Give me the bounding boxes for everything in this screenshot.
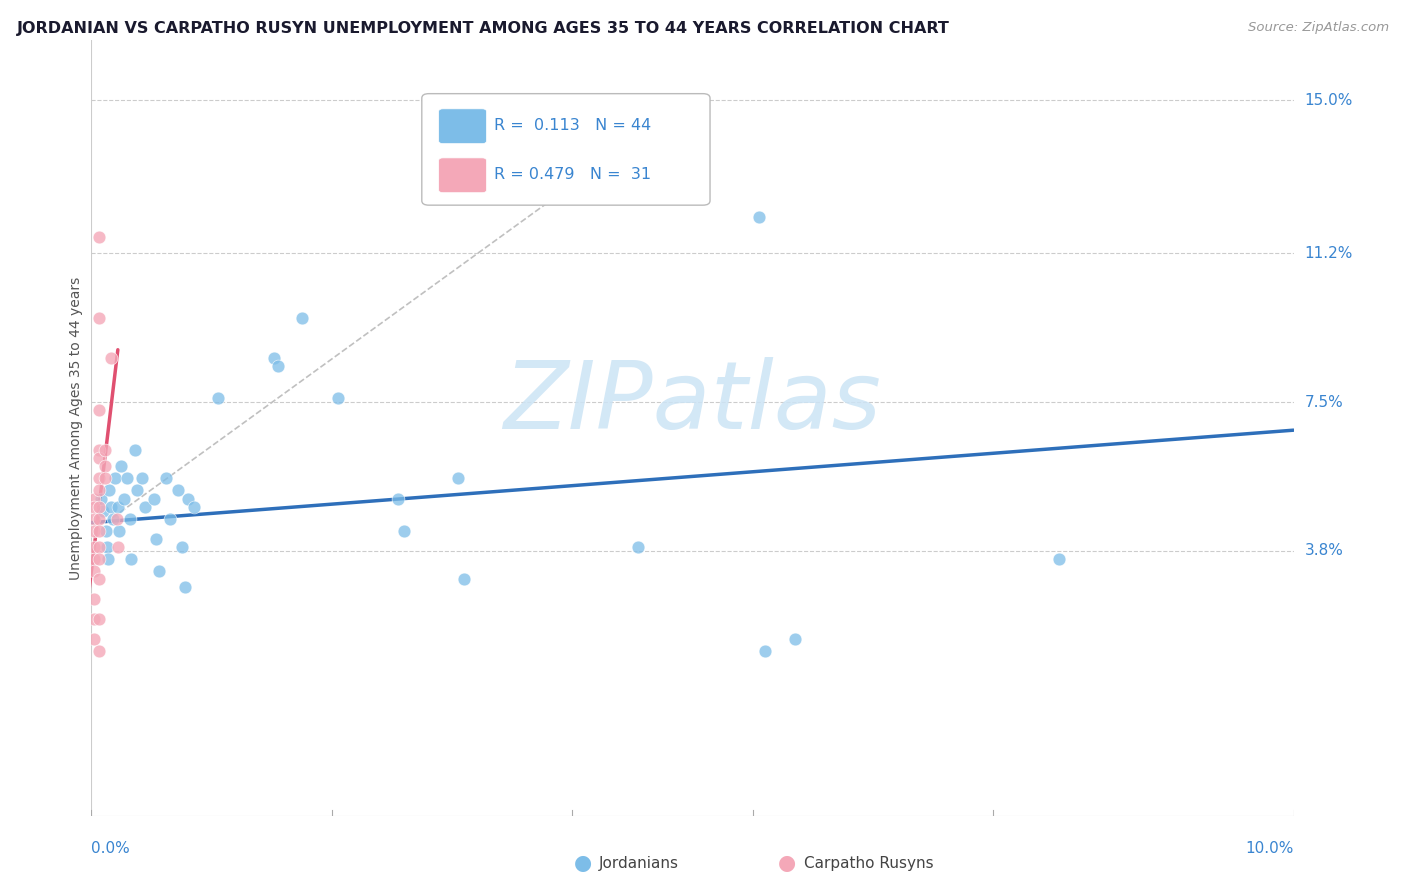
Point (167, 483, 190, 498)
Text: 15.0%: 15.0% (1305, 93, 1353, 108)
Point (87, 572, 110, 586)
Point (83, 552, 105, 566)
Point (120, 552, 142, 566)
Point (97, 552, 120, 566)
Point (87, 403, 110, 417)
Point (87, 612, 110, 626)
Point (87, 443, 110, 458)
Point (100, 500, 122, 514)
Point (392, 524, 415, 538)
Point (291, 310, 314, 325)
Point (87, 540, 110, 554)
Point (83, 500, 105, 514)
Text: ●: ● (575, 854, 592, 873)
Point (107, 540, 129, 554)
Text: 0.0%: 0.0% (91, 841, 131, 856)
Point (83, 564, 105, 578)
Point (87, 451, 110, 466)
Point (105, 511, 128, 525)
Text: 7.5%: 7.5% (1305, 394, 1343, 409)
Point (108, 524, 131, 538)
Point (263, 351, 285, 365)
Point (174, 580, 197, 594)
Point (83, 632, 105, 647)
Point (98, 483, 121, 498)
Point (124, 443, 146, 458)
Point (117, 471, 139, 485)
Point (1047, 552, 1070, 566)
Point (93, 503, 115, 517)
Point (87, 644, 110, 658)
Text: R =  0.113   N = 44: R = 0.113 N = 44 (494, 119, 651, 133)
Point (134, 500, 156, 514)
Point (87, 483, 110, 498)
Point (83, 524, 105, 538)
Point (100, 351, 122, 365)
Point (90, 491, 112, 506)
Text: 11.2%: 11.2% (1305, 246, 1353, 260)
Text: Jordanians: Jordanians (599, 856, 679, 871)
Point (267, 359, 290, 373)
Point (326, 391, 349, 405)
Point (87, 552, 110, 566)
Text: ZIPatlas: ZIPatlas (503, 357, 882, 448)
Point (447, 471, 470, 485)
Point (96, 540, 118, 554)
Point (207, 391, 229, 405)
Point (155, 471, 177, 485)
Point (87, 500, 110, 514)
Text: 3.8%: 3.8% (1305, 543, 1344, 558)
Point (118, 511, 141, 525)
Point (87, 471, 110, 485)
Point (104, 471, 127, 485)
Point (142, 491, 165, 506)
Text: R = 0.479   N =  31: R = 0.479 N = 31 (494, 168, 651, 182)
Point (387, 491, 409, 506)
Point (783, 632, 806, 647)
Point (131, 471, 153, 485)
Point (107, 500, 129, 514)
Point (87, 524, 110, 538)
Point (83, 540, 105, 554)
Point (125, 483, 148, 498)
Point (93, 471, 115, 485)
Point (87, 511, 110, 525)
Point (112, 491, 135, 506)
Text: 10.0%: 10.0% (1246, 841, 1294, 856)
Point (627, 540, 650, 554)
Point (145, 532, 167, 546)
Point (83, 511, 105, 525)
Text: Carpatho Rusyns: Carpatho Rusyns (804, 856, 934, 871)
Y-axis label: Unemployment Among Ages 35 to 44 years: Unemployment Among Ages 35 to 44 years (69, 277, 83, 580)
Point (453, 572, 475, 586)
Point (83, 592, 105, 607)
Point (83, 491, 105, 506)
Point (170, 540, 193, 554)
Point (101, 511, 124, 525)
Point (748, 210, 770, 224)
Point (159, 511, 181, 525)
Text: Source: ZipAtlas.com: Source: ZipAtlas.com (1249, 21, 1389, 34)
Point (87, 230, 110, 244)
Point (94, 524, 117, 538)
Point (110, 459, 132, 474)
Point (83, 612, 105, 626)
Point (148, 564, 170, 578)
Point (183, 500, 205, 514)
Point (87, 310, 110, 325)
Text: ●: ● (779, 854, 796, 873)
Point (93, 443, 115, 458)
Text: JORDANIAN VS CARPATHO RUSYN UNEMPLOYMENT AMONG AGES 35 TO 44 YEARS CORRELATION C: JORDANIAN VS CARPATHO RUSYN UNEMPLOYMENT… (17, 21, 949, 36)
Point (176, 491, 198, 506)
Point (754, 644, 776, 658)
Point (93, 459, 115, 474)
